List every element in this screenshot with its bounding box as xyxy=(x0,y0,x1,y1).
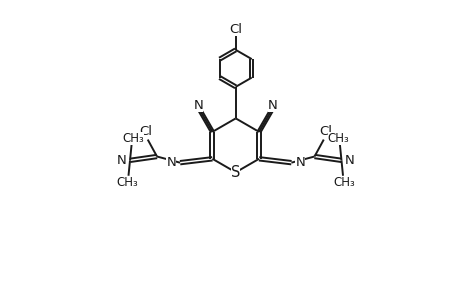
Text: Cl: Cl xyxy=(140,125,152,138)
Text: N: N xyxy=(166,156,176,169)
Text: N: N xyxy=(344,154,353,167)
Text: CH₃: CH₃ xyxy=(333,176,355,189)
Text: Cl: Cl xyxy=(318,125,331,138)
Text: CH₃: CH₃ xyxy=(116,176,138,189)
Text: N: N xyxy=(268,99,277,112)
Text: CH₃: CH₃ xyxy=(327,131,348,145)
Text: Cl: Cl xyxy=(229,23,242,36)
Text: N: N xyxy=(193,99,203,112)
Text: CH₃: CH₃ xyxy=(122,131,144,145)
Text: N: N xyxy=(117,154,127,167)
Text: S: S xyxy=(230,165,240,180)
Text: N: N xyxy=(295,156,304,169)
